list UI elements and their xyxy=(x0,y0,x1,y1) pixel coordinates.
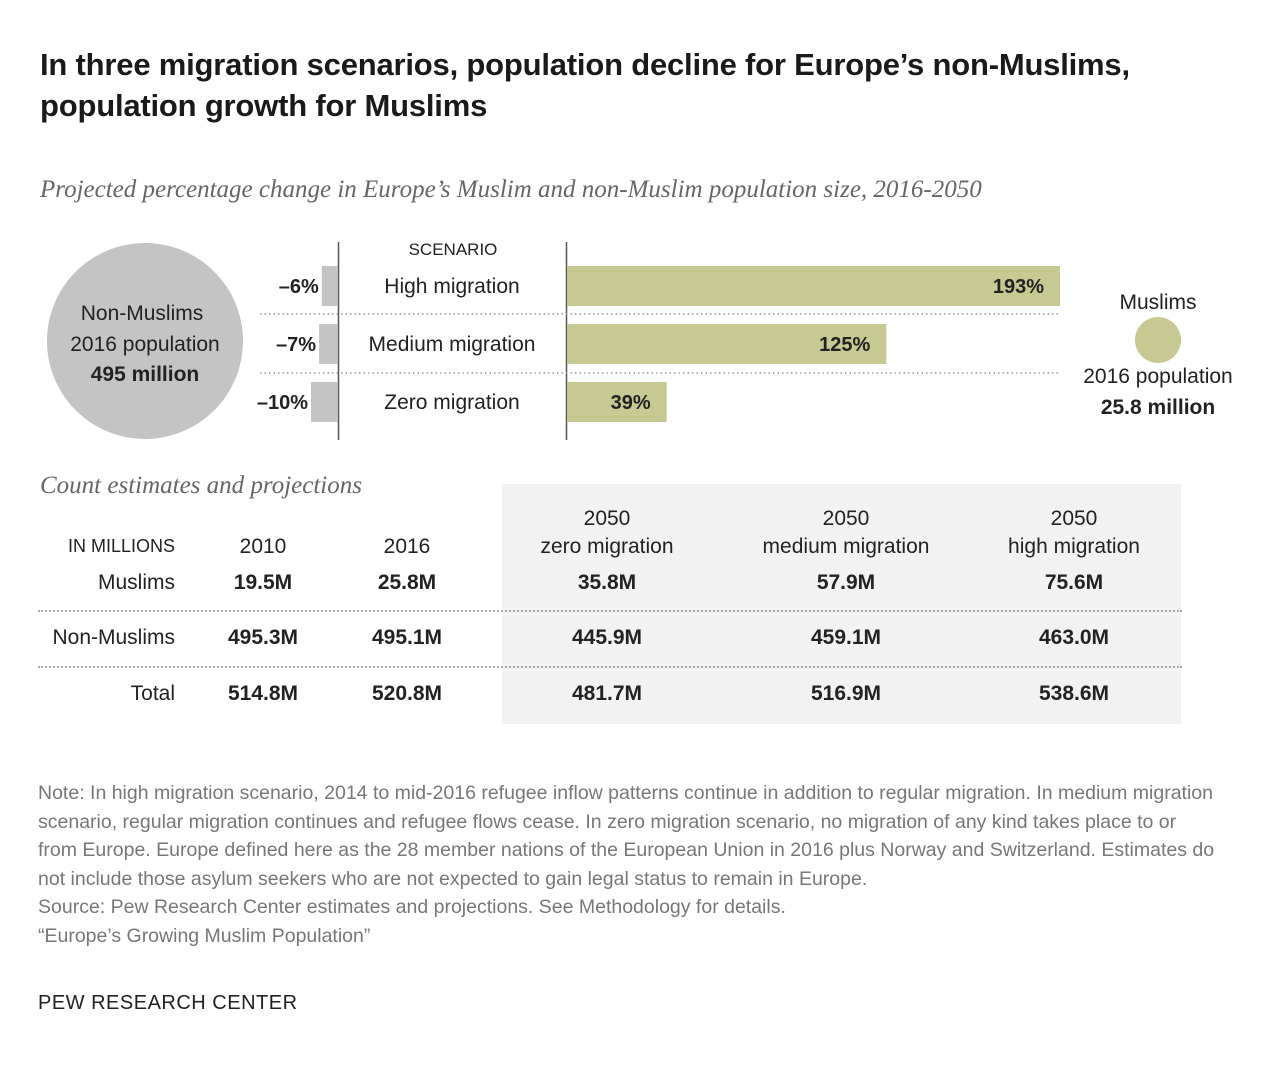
table-cell: 25.8M xyxy=(377,571,437,594)
muslim-bar-label: 193% xyxy=(993,276,1044,298)
nonmuslim-bar-label: –10% xyxy=(257,392,308,414)
muslim-circle-sublabel: 2016 population xyxy=(1083,365,1232,388)
table-row-divider xyxy=(38,610,1182,612)
table-cell: 481.7M xyxy=(571,682,643,705)
nonmuslim-bar-label: –7% xyxy=(276,334,316,356)
table-cell: 520.8M xyxy=(371,682,443,705)
source-text: Source: Pew Research Center estimates an… xyxy=(38,896,786,919)
scenario-label: Zero migration xyxy=(384,391,519,414)
chart-title: In three migration scenarios, population… xyxy=(40,47,1130,123)
table-cell: 57.9M xyxy=(816,571,876,594)
notes: Note: In high migration scenario, 2014 t… xyxy=(38,779,1218,951)
row-label: Total xyxy=(130,682,175,705)
column-header: 2050 zero migration xyxy=(540,507,674,558)
row-label: Non-Muslims xyxy=(52,626,175,649)
muslim-circle-value: 25.8 million xyxy=(1101,396,1215,419)
nonmuslim-bar xyxy=(319,324,338,364)
table-cell: 445.9M xyxy=(571,626,643,649)
table-section-title: Count estimates and projections xyxy=(40,472,362,499)
note-text: Note: In high migration scenario, 2014 t… xyxy=(38,782,1215,890)
column-header: 2050 high migration xyxy=(1008,507,1140,558)
table-cell: 538.6M xyxy=(1038,682,1110,705)
scenario-label: Medium migration xyxy=(369,333,536,356)
table-cell: 495.1M xyxy=(371,626,443,649)
scenario-header: SCENARIO xyxy=(409,240,498,259)
column-header: 2050 medium migration xyxy=(762,507,930,558)
table-cell: 19.5M xyxy=(233,571,293,594)
table-cell: 459.1M xyxy=(810,626,882,649)
muslim-bar xyxy=(567,266,1060,306)
column-header: 2010 xyxy=(239,535,287,558)
muslim-circle-label: Muslims xyxy=(1120,291,1197,314)
table-cell: 463.0M xyxy=(1038,626,1110,649)
muslim-bar-label: 125% xyxy=(819,334,870,356)
nonmuslim-bar xyxy=(321,266,338,306)
table-cell: 495.3M xyxy=(227,626,299,649)
nonmuslim-circle-value: 495 million xyxy=(91,363,200,386)
brand-footer: PEW RESEARCH CENTER xyxy=(38,992,298,1014)
table-cell: 514.8M xyxy=(227,682,299,705)
report-title: “Europe’s Growing Muslim Population” xyxy=(38,924,371,947)
muslim-population-circle xyxy=(1135,317,1181,363)
table-cell: 75.6M xyxy=(1044,571,1104,594)
table-cell: 516.9M xyxy=(810,682,882,705)
nonmuslim-circle-label: Non-Muslims xyxy=(81,302,204,325)
nonmuslim-bar xyxy=(311,382,338,422)
muslim-bar-label: 39% xyxy=(611,392,651,414)
unit-label: IN MILLIONS xyxy=(67,536,175,556)
table-row-divider xyxy=(38,666,1182,668)
table-cell: 35.8M xyxy=(577,571,637,594)
chart-subtitle: Projected percentage change in Europe’s … xyxy=(40,176,982,203)
muslim-bar xyxy=(567,324,887,364)
nonmuslim-bar-label: –6% xyxy=(279,276,319,298)
nonmuslim-population-circle xyxy=(47,243,243,439)
projection-shading xyxy=(502,484,1181,724)
row-label: Muslims xyxy=(98,571,175,594)
nonmuslim-circle-sublabel: 2016 population xyxy=(70,333,219,356)
percent-change-chart: Non-Muslims 2016 population 495 million … xyxy=(47,240,1233,440)
muslim-bar xyxy=(567,382,667,422)
scenario-label: High migration xyxy=(384,275,519,298)
column-header: 2016 xyxy=(383,535,431,558)
